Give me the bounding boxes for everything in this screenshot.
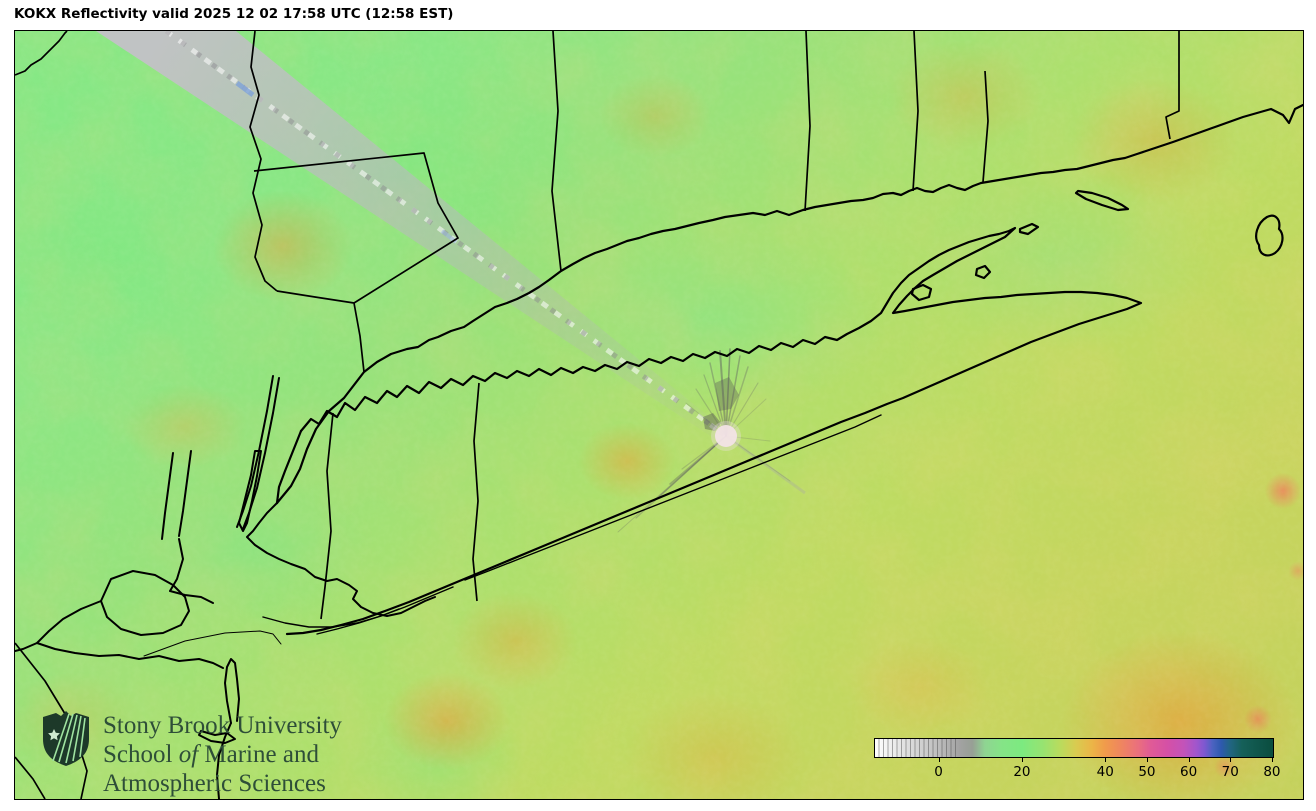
figure-title: KOKX Reflectivity valid 2025 12 02 17:58… xyxy=(14,6,454,22)
colorbar-gray-segments xyxy=(875,739,957,757)
shield-star xyxy=(48,729,60,741)
ny-ct-border xyxy=(253,152,459,304)
hackensack-river xyxy=(178,450,192,537)
navesink-inlets xyxy=(198,730,236,744)
colorbar-tick xyxy=(1188,758,1190,762)
colorbar-tick xyxy=(938,758,940,762)
colorbar-tick-label: 40 xyxy=(1096,764,1114,780)
queens-shore xyxy=(275,429,303,505)
queens-nassau-boundary xyxy=(320,412,334,620)
boundary-top-left-corner xyxy=(15,31,68,76)
county-boundaries xyxy=(15,31,1180,799)
colorbar-tick xyxy=(1271,758,1273,762)
colorbar-tick-label: 80 xyxy=(1263,764,1281,780)
staten-island xyxy=(100,570,190,636)
long-island-coastline xyxy=(285,226,1143,636)
colorbar-tick-label: 60 xyxy=(1180,764,1198,780)
pixel-grain-texture xyxy=(15,31,1303,799)
colorbar-tick xyxy=(1230,758,1232,762)
raritan-bay-west-shore xyxy=(15,600,102,652)
colorbar-gradient xyxy=(874,738,1274,758)
radar-map: Stony Brook University School of Marine … xyxy=(14,30,1304,800)
ct-county-line-3 xyxy=(912,31,919,192)
nj-county-line-2 xyxy=(15,756,46,799)
radar-site-marker xyxy=(711,421,741,451)
branding-line-1: Stony Brook University xyxy=(103,712,342,739)
block-island xyxy=(1255,214,1284,257)
gardiners-island xyxy=(974,264,992,280)
plum-island xyxy=(1018,222,1040,236)
colorbar-tick-label: 70 xyxy=(1221,764,1239,780)
east-river-brooklyn-shore xyxy=(246,502,436,617)
rockaway-barrier xyxy=(262,608,400,628)
sandy-hook-spit xyxy=(224,658,240,724)
passaic-river xyxy=(161,452,174,540)
shipping-channel-line xyxy=(143,630,282,657)
beam-blue-speck xyxy=(235,81,255,97)
colorbar-tick-label: 0 xyxy=(934,764,943,780)
colorbar-tick-label: 50 xyxy=(1138,764,1156,780)
colorbar-tick xyxy=(1105,758,1107,762)
branding-line-2: School of Marine and xyxy=(103,741,319,768)
stony-brook-shield-logo xyxy=(43,711,89,766)
raritan-bay-south-shore xyxy=(36,642,224,669)
ct-county-line-2 xyxy=(804,31,811,212)
radar-beam-artifact xyxy=(96,31,806,495)
greenwich-link xyxy=(276,290,365,373)
coastlines xyxy=(15,103,1303,799)
colorbar-tick xyxy=(1146,758,1148,762)
kill-van-kull xyxy=(169,590,214,604)
fishers-island xyxy=(1074,189,1130,212)
nassau-suffolk-boundary xyxy=(472,382,480,602)
ct-county-line-1 xyxy=(551,31,562,272)
ct-ri-border xyxy=(1165,31,1180,140)
colorbar-tick-label: 20 xyxy=(1013,764,1031,780)
ct-county-line-4 xyxy=(982,70,989,183)
westchester-putnam-boundary xyxy=(249,31,278,292)
connecticut-coastline xyxy=(275,103,1303,505)
manhattan-island xyxy=(238,450,262,532)
map-overlay xyxy=(15,31,1303,799)
colorbar-tick xyxy=(1021,758,1023,762)
reflectivity-colorbar: 0 20 40 50 60 70 80 xyxy=(874,738,1281,790)
fire-island-barrier xyxy=(464,414,882,581)
branding: Stony Brook University School of Marine … xyxy=(39,709,342,798)
branding-line-3: Atmospheric Sciences xyxy=(103,770,326,797)
shelter-island xyxy=(910,283,933,302)
